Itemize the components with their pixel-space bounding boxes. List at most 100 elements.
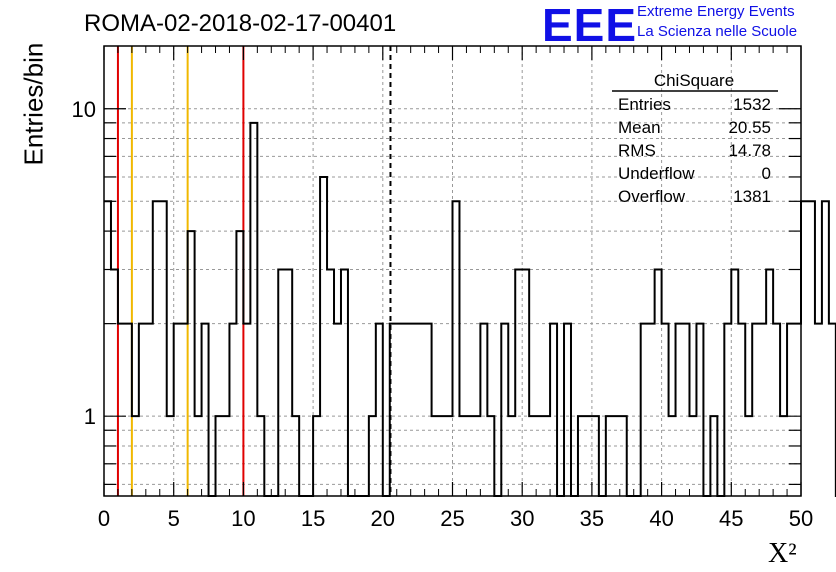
histogram-bin [829, 324, 836, 496]
histogram-bin [439, 416, 446, 496]
histogram-bin [536, 416, 543, 496]
histogram-bin [132, 416, 139, 496]
logo-line-2: La Scienza nelle Scuole [637, 23, 798, 40]
histogram-bin [229, 324, 236, 496]
histogram-bin [153, 201, 160, 496]
histogram-bin [752, 324, 759, 496]
histogram-bin [487, 416, 494, 496]
histogram-bin [411, 324, 418, 496]
histogram-bin [676, 324, 683, 496]
histogram-bin [662, 324, 669, 496]
histogram-bin [738, 324, 745, 496]
histogram-bin [369, 416, 376, 496]
histogram-bin [341, 269, 348, 496]
histogram-bin [689, 416, 696, 496]
histogram-bin [425, 324, 432, 496]
histogram-bin [745, 416, 752, 496]
stats-row-label: RMS [618, 141, 656, 160]
histogram-bin [808, 201, 815, 496]
histogram-bin [243, 324, 250, 496]
x-tick-label: 15 [301, 506, 325, 531]
histogram-bin [278, 269, 285, 496]
histogram-bin [118, 324, 125, 496]
histogram-bin [794, 324, 801, 496]
histogram-bin [257, 416, 264, 496]
stats-row-value: 1532 [733, 95, 771, 114]
histogram-bin [710, 416, 717, 496]
histogram-bin [285, 269, 292, 496]
histogram-bin [473, 416, 480, 496]
stats-row-value: 1381 [733, 187, 771, 206]
histogram-bin [655, 269, 662, 496]
stats-row-value: 14.78 [728, 141, 771, 160]
y-tick-label: 10 [72, 97, 96, 122]
histogram-bin [773, 324, 780, 496]
histogram-bin [780, 416, 787, 496]
histogram-bin [787, 324, 794, 496]
stats-row-value: 0 [762, 164, 771, 183]
stats-row-label: Mean [618, 118, 661, 137]
histogram-bin [313, 416, 320, 496]
histogram-bin [815, 324, 822, 496]
histogram-bin [334, 324, 341, 496]
histogram-bin [480, 324, 487, 496]
histogram-bin [724, 324, 731, 496]
histogram-bin [418, 324, 425, 496]
x-tick-label: 40 [649, 506, 673, 531]
histogram-bin [648, 324, 655, 496]
histogram-bin [501, 324, 508, 496]
histogram-bin [543, 416, 550, 496]
histogram-bin [529, 416, 536, 496]
histogram-bin [822, 201, 829, 496]
histogram-bin [641, 324, 648, 496]
histogram-bin [292, 416, 299, 496]
histogram-bin [432, 416, 439, 496]
axis-ticks: 0 5 10 15 20 25 30 35 40 45 50 1 10 [72, 46, 813, 531]
x-axis-label: X² [768, 538, 797, 569]
histogram-bin [466, 416, 473, 496]
histogram-bin [508, 416, 515, 496]
histogram-bin [613, 416, 620, 496]
stats-row-label: Entries [618, 95, 671, 114]
chart-title: ROMA-02-2018-02-17-00401 [84, 10, 397, 37]
eee-logo: EEE [542, 0, 638, 51]
histogram-bin [550, 324, 557, 496]
histogram-bin [376, 324, 383, 496]
x-tick-label: 5 [168, 506, 180, 531]
histogram-bin [446, 416, 453, 496]
stats-row-value: 20.55 [728, 118, 771, 137]
stats-box: ChiSquare Entries 1532 Mean 20.55 RMS 14.78 Un… [612, 71, 778, 206]
histogram-bin [146, 324, 153, 496]
histogram-bin [683, 324, 690, 496]
histogram-bin [250, 123, 257, 496]
histogram-bin [111, 269, 118, 496]
histogram-bin [397, 324, 404, 496]
histogram-bin [222, 416, 229, 496]
histogram-bin [125, 324, 132, 496]
stats-row-label: Overflow [618, 187, 686, 206]
histogram-bin [160, 201, 167, 496]
histogram-bin [522, 269, 529, 496]
histogram-bin [327, 269, 334, 496]
histogram-bin [564, 324, 571, 496]
x-tick-label: 35 [580, 506, 604, 531]
stats-title: ChiSquare [654, 71, 734, 90]
histogram-bin [766, 269, 773, 496]
x-tick-label: 0 [98, 506, 110, 531]
histogram-bin [404, 324, 411, 496]
x-tick-label: 20 [371, 506, 395, 531]
histogram-bin [515, 269, 522, 496]
histogram-bin [585, 416, 592, 496]
x-tick-label: 50 [789, 506, 813, 531]
x-tick-label: 10 [231, 506, 255, 531]
histogram-bin [578, 416, 585, 496]
histogram-bin [188, 231, 195, 496]
histogram-bin [696, 324, 703, 496]
histogram-bin [195, 416, 202, 496]
histogram-bin [620, 416, 627, 496]
x-tick-label: 25 [440, 506, 464, 531]
histogram-bin [181, 324, 188, 496]
histogram-bin [236, 231, 243, 496]
histogram-bin [390, 324, 397, 496]
